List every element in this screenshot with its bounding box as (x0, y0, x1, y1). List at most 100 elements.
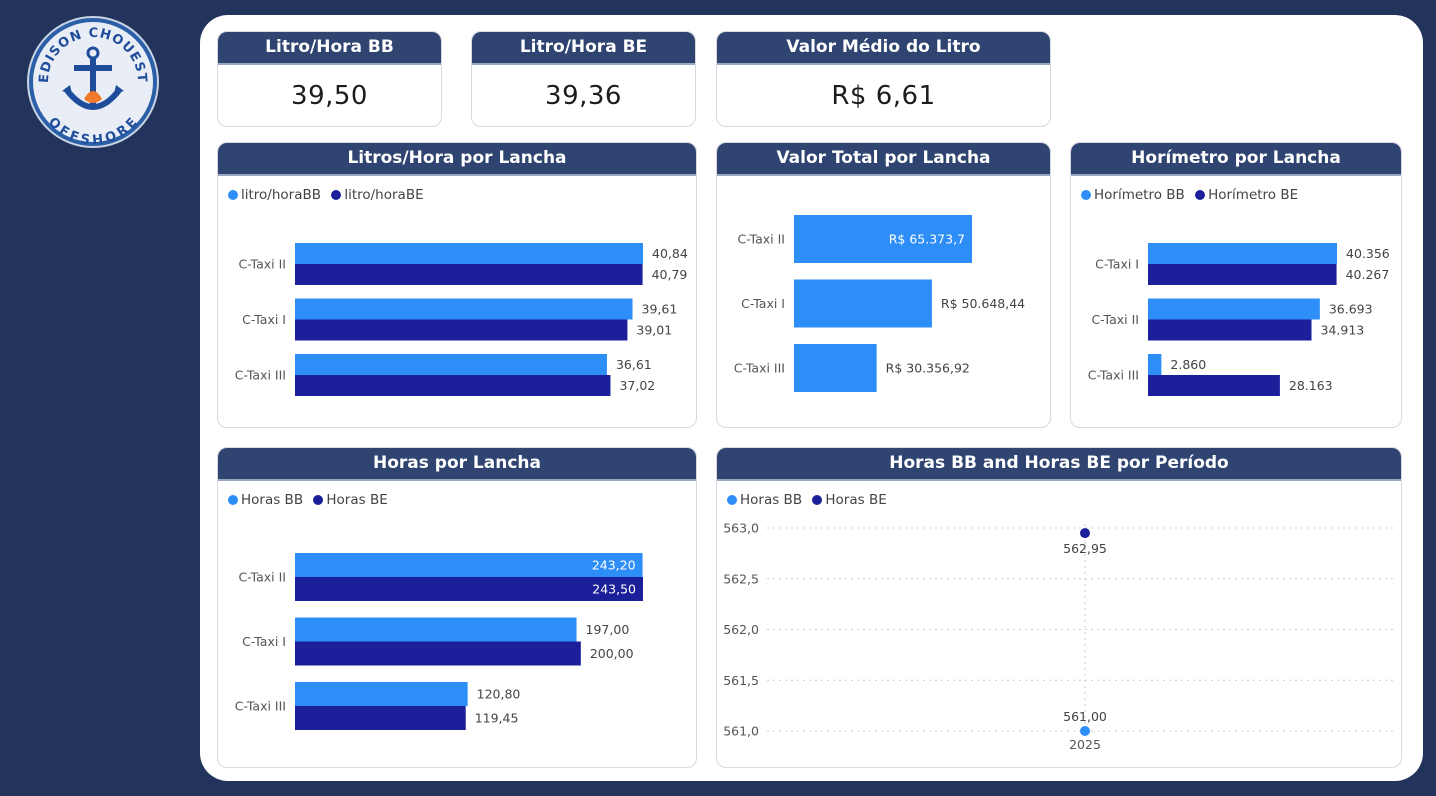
x-tick-label: 2025 (1069, 737, 1101, 752)
panel-title: Litros/Hora por Lancha (218, 143, 696, 176)
panel-valor-total: Valor Total por Lancha C-Taxi II R$ 65.37… (716, 142, 1051, 428)
category-label: C-Taxi I (242, 634, 286, 649)
category-label: C-Taxi III (235, 368, 286, 383)
category-label: C-Taxi III (235, 699, 286, 714)
bar (295, 577, 643, 601)
legend-dot-icon (1195, 190, 1206, 200)
data-label: 561,00 (1063, 709, 1107, 724)
panel-litros-hora: Litros/Hora por Lancha litro/horaBB litr… (217, 142, 697, 428)
data-label: 200,00 (590, 646, 634, 661)
legend-item[interactable]: Horímetro BB (1081, 187, 1185, 203)
data-point (1080, 528, 1090, 539)
panel-horas: Horas por Lancha Horas BB Horas BE C-Tax… (217, 447, 697, 768)
y-tick-label: 563,0 (723, 521, 759, 536)
panel-title: Horas por Lancha (218, 448, 696, 481)
bar (794, 215, 972, 263)
bar (1148, 375, 1280, 396)
bar (295, 264, 643, 285)
data-label: 40.267 (1346, 267, 1390, 282)
panel-periodo: Horas BB and Horas BE por Período Horas … (716, 447, 1402, 768)
legend-label: Horas BB (740, 492, 803, 508)
legend-label: Horas BB (241, 492, 304, 508)
kpi-card-litro-hora-be: Litro/Hora BE 39,36 (471, 31, 696, 127)
legend-item[interactable]: Horímetro BE (1195, 187, 1298, 203)
bar (295, 682, 468, 706)
y-tick-label: 562,0 (723, 622, 759, 637)
data-label: 39,61 (642, 302, 678, 317)
panel-title: Valor Total por Lancha (717, 143, 1050, 176)
legend-dot-icon (313, 495, 324, 505)
edison-chouest-logo: EDISON CHOUEST OFFSHORE (26, 15, 160, 149)
data-label: R$ 65.373,7 (889, 232, 965, 247)
legend: litro/horaBB litro/horaBE (228, 187, 430, 203)
data-label: 37,02 (619, 378, 655, 393)
legend: Horas BB Horas BE (228, 492, 394, 508)
data-label: 243,20 (592, 558, 636, 573)
data-label: 243,50 (592, 582, 636, 597)
data-label: R$ 50.648,44 (941, 296, 1025, 311)
data-label: 119,45 (475, 711, 519, 726)
chart-valor-total: C-Taxi II R$ 65.373,7 C-Taxi I R$ 50.648,44… (734, 215, 1025, 392)
bar (794, 279, 932, 328)
bar (1148, 264, 1337, 285)
category-label: C-Taxi II (238, 257, 286, 272)
category-label: C-Taxi I (242, 312, 286, 327)
category-label: C-Taxi II (238, 570, 286, 585)
data-label: 39,01 (636, 323, 672, 338)
legend-item[interactable]: Horas BB (228, 492, 303, 508)
data-label: 34.913 (1321, 323, 1365, 338)
data-label: 40.356 (1346, 246, 1390, 261)
legend-item[interactable]: litro/horaBE (331, 187, 424, 203)
data-label: 40,79 (652, 267, 688, 282)
data-label: 120,80 (477, 687, 521, 702)
bar (295, 243, 643, 264)
kpi-card-valor-medio-litro: Valor Médio do Litro R$ 6,61 (716, 31, 1051, 127)
legend-label: Horímetro BB (1094, 187, 1185, 203)
data-label: 36,61 (616, 357, 652, 372)
bar (1148, 319, 1312, 341)
chart-horas: C-Taxi II 243,20 243,50 C-Taxi I 197,00 200,0… (235, 553, 643, 730)
data-label: 562,95 (1063, 541, 1107, 556)
category-label: C-Taxi II (1091, 312, 1139, 327)
y-tick-label: 562,5 (723, 571, 759, 586)
bar (295, 298, 633, 320)
y-tick-label: 561,5 (723, 673, 759, 688)
bar (295, 706, 466, 730)
data-label: 28.163 (1289, 378, 1333, 393)
bar (295, 375, 611, 396)
legend-item[interactable]: Horas BE (313, 492, 388, 508)
data-label: 197,00 (586, 622, 630, 637)
data-label: 40,84 (652, 246, 688, 261)
legend-item[interactable]: Horas BB (727, 492, 802, 508)
bar (295, 641, 581, 666)
data-point (1080, 726, 1090, 736)
bar (1148, 243, 1337, 264)
legend-dot-icon (228, 190, 238, 200)
panel-horimetro: Horímetro por Lancha Horímetro BB Horíme… (1070, 142, 1402, 428)
bar (1148, 354, 1162, 375)
legend-label: Horas BE (825, 492, 887, 508)
legend: Horímetro BB Horímetro BE (1081, 187, 1304, 203)
legend-label: Horímetro BE (1208, 187, 1299, 203)
category-label: C-Taxi I (741, 296, 785, 311)
kpi-title: Litro/Hora BB (218, 32, 441, 65)
panel-title: Horímetro por Lancha (1071, 143, 1401, 176)
legend-item[interactable]: Horas BE (812, 492, 887, 508)
kpi-title: Valor Médio do Litro (717, 32, 1050, 65)
data-label: R$ 30.356,92 (886, 361, 970, 376)
kpi-value: 39,50 (291, 81, 368, 111)
legend-dot-icon (228, 495, 238, 505)
legend-label: litro/horaBB (241, 187, 322, 203)
data-label: 2.860 (1170, 357, 1206, 372)
legend: Horas BB Horas BE (727, 492, 893, 508)
legend-dot-icon (727, 495, 737, 505)
chart-litros-hora: C-Taxi II 40,84 40,79 C-Taxi I 39,61 39,01 C-T… (235, 243, 688, 396)
kpi-title: Litro/Hora BE (472, 32, 695, 65)
y-tick-label: 561,0 (723, 724, 759, 739)
legend-label: Horas BE (326, 492, 388, 508)
category-label: C-Taxi III (734, 361, 785, 376)
legend-item[interactable]: litro/horaBB (228, 187, 321, 203)
bar (794, 344, 877, 392)
kpi-value: R$ 6,61 (831, 81, 936, 111)
bar (295, 553, 643, 577)
